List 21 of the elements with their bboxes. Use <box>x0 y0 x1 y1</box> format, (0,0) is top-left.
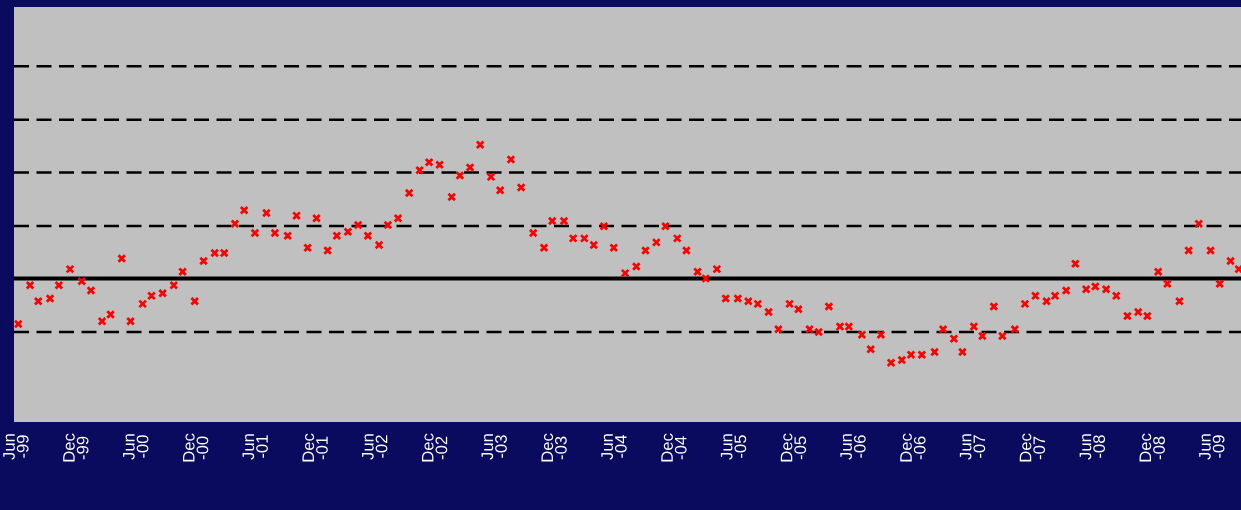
x-tick-label: Dec -04 <box>661 433 687 462</box>
x-tick-label: Jun -07 <box>959 434 986 460</box>
x-tick-label: Dec -08 <box>1139 433 1165 462</box>
x-tick-label: Dec -05 <box>780 433 807 462</box>
x-tick-label: Dec -00 <box>182 433 209 462</box>
x-tick-label: Jun -03 <box>481 434 507 460</box>
x-tick-label: Jun -05 <box>720 434 747 460</box>
x-tick-label: Jun -00 <box>123 434 149 460</box>
x-tick-label: Dec -06 <box>900 433 926 462</box>
x-tick-label: Dec -02 <box>421 433 448 462</box>
x-tick-label: Jun -01 <box>242 434 268 460</box>
x-tick-label: Jun -08 <box>1079 434 1106 460</box>
x-tick-label: Dec -01 <box>302 433 328 462</box>
x-tick-label: Jun -09 <box>1199 434 1225 460</box>
x-tick-label: Jun -99 <box>3 434 29 460</box>
x-tick-label: Jun -04 <box>601 434 627 460</box>
x-tick-label: Jun -02 <box>362 434 388 460</box>
x-tick-label: Dec -07 <box>1019 433 1046 462</box>
x-tick-label: Dec -99 <box>63 433 89 462</box>
x-tick-label: Jun -06 <box>840 434 866 460</box>
x-tick-label: Dec -03 <box>541 433 567 462</box>
